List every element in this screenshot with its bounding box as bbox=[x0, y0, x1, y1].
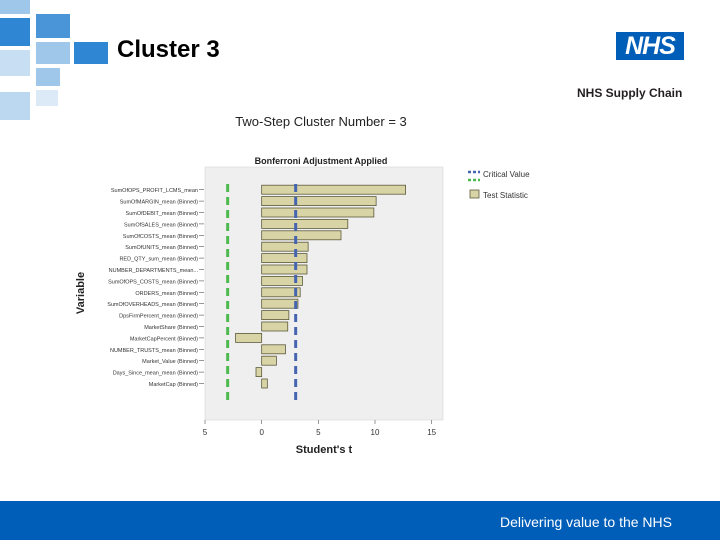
bar bbox=[261, 355, 277, 366]
bar bbox=[261, 264, 308, 275]
bar bbox=[255, 367, 263, 378]
category-label: NUMBER_TRUSTS_mean (Binned) bbox=[110, 348, 198, 354]
footer-bar: Delivering value to the NHS bbox=[0, 501, 720, 540]
bar bbox=[261, 310, 290, 321]
mosaic-tile bbox=[0, 18, 30, 46]
x-tick-label: 5 bbox=[203, 428, 208, 437]
legend-critical-label: Critical Value bbox=[483, 170, 530, 179]
bar bbox=[261, 275, 303, 286]
bar bbox=[261, 298, 299, 309]
category-label: RED_QTY_sum_mean (Binned) bbox=[119, 257, 198, 263]
mosaic-tile bbox=[74, 42, 108, 64]
footer-text: Delivering value to the NHS bbox=[500, 514, 672, 530]
mosaic-tile bbox=[0, 92, 30, 120]
mosaic-tile bbox=[36, 90, 58, 106]
mosaic-tile bbox=[36, 14, 70, 38]
chart-subtitle: Bonferroni Adjustment Applied bbox=[255, 156, 388, 166]
category-label: DpsFirmPercent_mean (Binned) bbox=[119, 314, 198, 320]
bar bbox=[261, 321, 289, 332]
category-label: SumOfCOSTS_mean (Binned) bbox=[123, 234, 198, 240]
decorative-mosaic bbox=[0, 0, 110, 125]
legend-test-swatch bbox=[469, 189, 480, 199]
bar bbox=[261, 253, 308, 264]
x-tick-label: 10 bbox=[371, 428, 380, 437]
category-label: SumOfOVERHEADS_mean (Binned) bbox=[107, 302, 198, 308]
bar bbox=[261, 207, 375, 218]
chart-title: Two-Step Cluster Number = 3 bbox=[235, 114, 407, 129]
category-label: SumOfSALES_mean (Binned) bbox=[124, 222, 198, 228]
mosaic-tile bbox=[36, 42, 70, 64]
bar bbox=[261, 218, 349, 229]
bar bbox=[261, 344, 286, 355]
mosaic-tile bbox=[0, 0, 30, 14]
category-label: MarketShare (Binned) bbox=[144, 325, 198, 331]
mosaic-tile bbox=[36, 68, 60, 86]
category-label: MarketCap (Binned) bbox=[149, 382, 198, 388]
bar bbox=[261, 196, 377, 207]
nhs-logo: NHS bbox=[616, 32, 684, 60]
category-label: SumOfMARGIN_mean (Binned) bbox=[120, 200, 198, 206]
x-axis-label: Student's t bbox=[296, 444, 353, 456]
category-label: SumOfOPS_PROFIT_LCMS_mean bbox=[111, 188, 198, 194]
category-label: ORDERS_mean (Binned) bbox=[135, 291, 198, 297]
y-axis-label: Variable bbox=[75, 272, 87, 314]
category-label: SumOfUNITS_mean (Binned) bbox=[125, 245, 198, 251]
x-tick-label: 15 bbox=[427, 428, 436, 437]
category-label: Days_Since_mean_mean (Binned) bbox=[113, 371, 198, 377]
category-label: NUMBER_DEPARTMENTS_mean... bbox=[109, 268, 199, 274]
mosaic-tile bbox=[0, 50, 30, 76]
bar bbox=[261, 378, 268, 389]
bar bbox=[235, 332, 263, 343]
category-label: SumOfDEBIT_mean (Binned) bbox=[126, 211, 199, 217]
bar-chart: Two-Step Cluster Number = 3 Bonferroni A… bbox=[75, 114, 530, 456]
bar bbox=[261, 241, 309, 252]
bar bbox=[261, 184, 406, 195]
legend-test-label: Test Statistic bbox=[483, 191, 528, 200]
bar bbox=[261, 287, 301, 298]
x-tick-label: 5 bbox=[316, 428, 321, 437]
legend: Critical Value Test Statistic bbox=[468, 170, 530, 200]
x-tick-label: 0 bbox=[259, 428, 264, 437]
nhs-supply-chain-label: NHS Supply Chain bbox=[577, 86, 683, 100]
bar bbox=[261, 230, 342, 241]
category-label: SumOfOPS_COSTS_mean (Binned) bbox=[108, 279, 198, 285]
slide-title: Cluster 3 bbox=[117, 36, 220, 63]
category-label: MarketCapPercent (Binned) bbox=[130, 336, 198, 342]
category-label: Market_Value (Binned) bbox=[142, 359, 198, 365]
